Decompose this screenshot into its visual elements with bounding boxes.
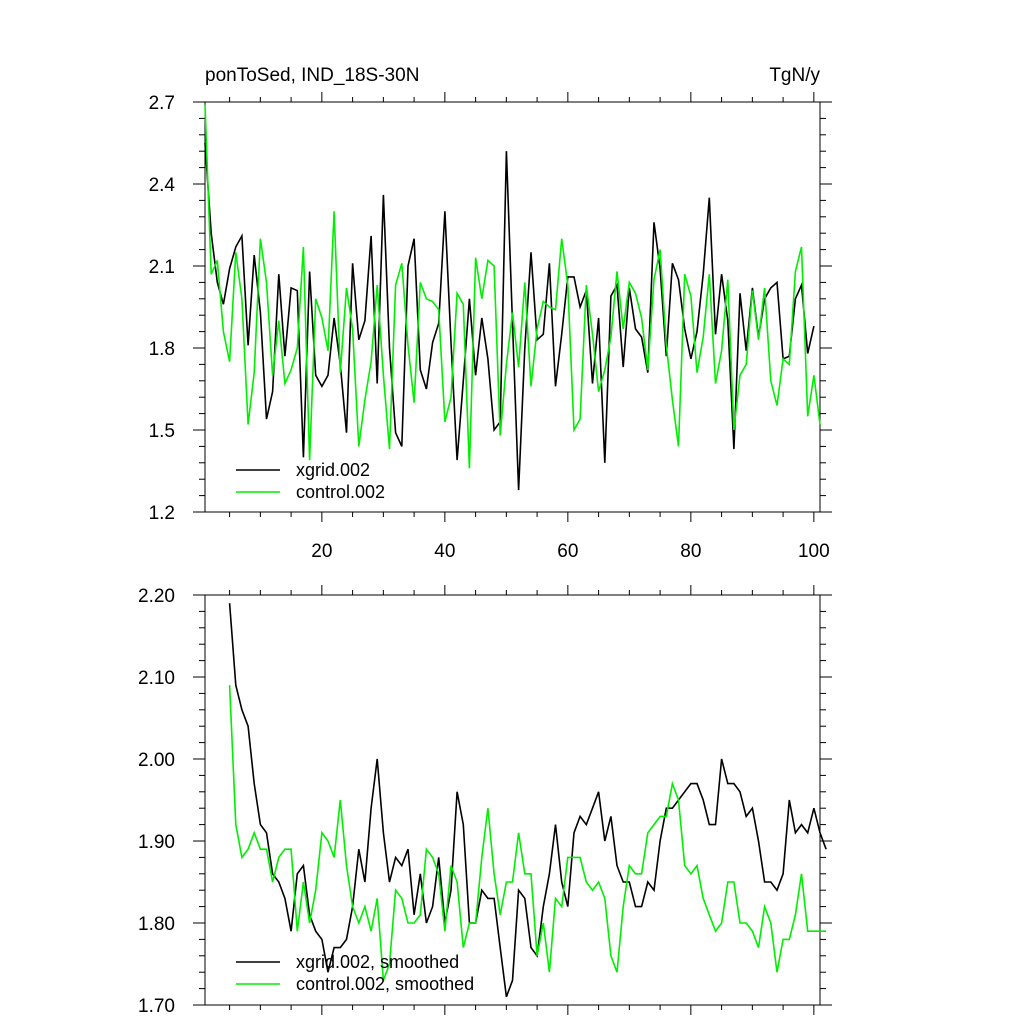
y-tick-label: 1.8 <box>149 339 175 360</box>
y-tick-label: 1.90 <box>138 832 175 853</box>
y-tick-label: 2.20 <box>138 586 175 607</box>
plot-frame-bottom <box>204 594 821 1006</box>
plot-frame-top <box>204 101 821 513</box>
x-tick-label: 60 <box>557 541 578 562</box>
legend-label: xgrid.002 <box>296 460 370 480</box>
units-label: TgN/y <box>769 65 820 86</box>
legend-label: control.002, smoothed <box>296 974 474 994</box>
series-line-xgrid-002-smoothed <box>228 603 827 998</box>
y-tick-label: 2.10 <box>138 668 175 689</box>
x-tick-label: 40 <box>434 541 455 562</box>
series-line-control-002 <box>204 104 821 469</box>
legend-label: control.002 <box>296 482 385 502</box>
series-line-xgrid-002 <box>204 142 815 491</box>
y-tick-label: 1.5 <box>149 421 175 442</box>
series-line-control-002-smoothed <box>228 685 827 981</box>
y-tick-label: 2.00 <box>138 750 175 771</box>
y-tick-label: 2.4 <box>149 175 176 196</box>
x-tick-label: 100 <box>798 541 830 562</box>
y-tick-label: 2.7 <box>149 93 175 114</box>
legend-label: xgrid.002, smoothed <box>296 952 459 972</box>
chart-title: ponToSed, IND_18S-30N <box>205 65 419 86</box>
x-tick-label: 80 <box>680 541 701 562</box>
y-tick-label: 1.80 <box>138 914 175 935</box>
top-panel: ponToSed, IND_18S-30N TgN/y 20 40 60 80 100 1… <box>149 65 832 562</box>
bottom-panel: 1.70 1.80 1.90 2.00 2.10 2.20 xgrid.002, smoot… <box>138 585 832 1017</box>
y-tick-label: 1.2 <box>149 503 175 524</box>
x-tick-label: 20 <box>311 541 332 562</box>
y-tick-label: 2.1 <box>149 257 175 278</box>
y-tick-label: 1.70 <box>138 996 175 1017</box>
